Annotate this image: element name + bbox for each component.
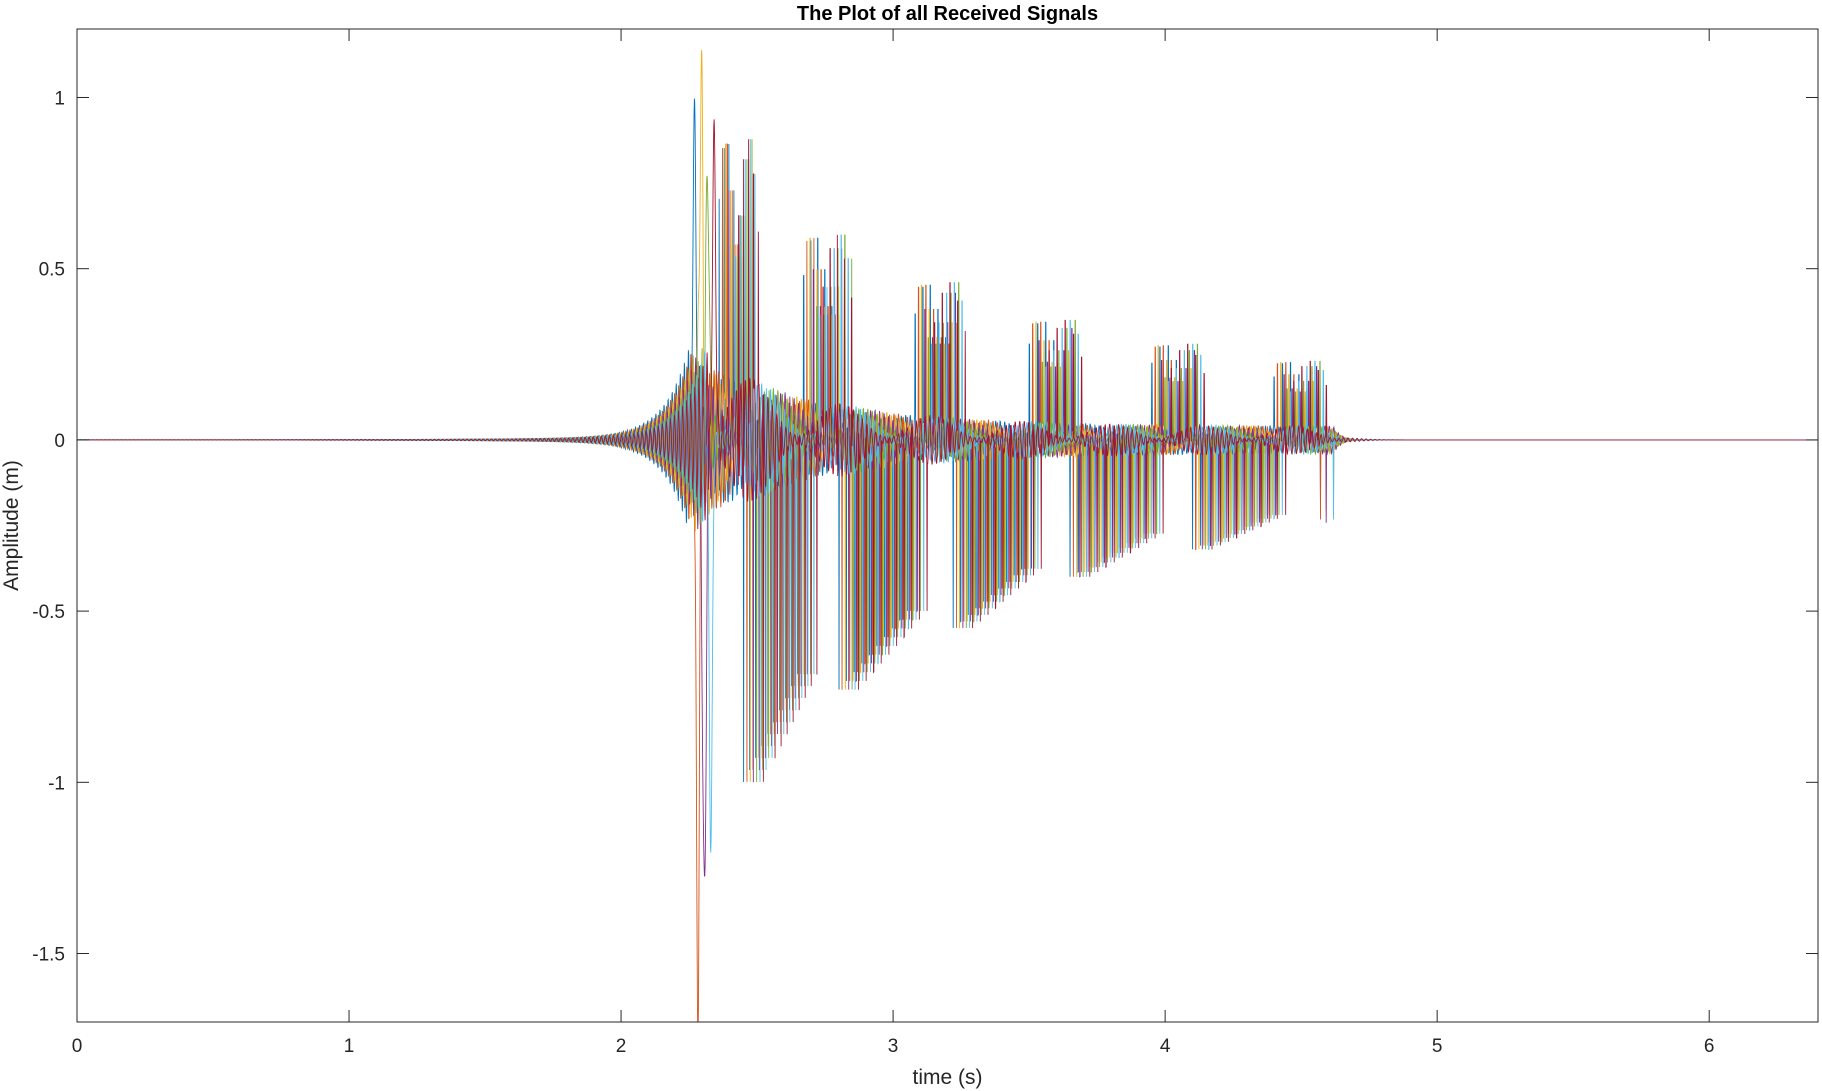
y-tick-label: 0.5 xyxy=(39,260,65,281)
x-tick-label: 5 xyxy=(1432,1036,1443,1057)
x-axis: 0 1 2 3 4 5 6 xyxy=(72,29,1715,1057)
x-tick-label: 4 xyxy=(1160,1036,1171,1057)
y-tick-label: -1 xyxy=(48,773,65,794)
x-tick-label: 2 xyxy=(616,1036,627,1057)
y-tick-label: -0.5 xyxy=(32,602,65,623)
axes-box xyxy=(76,28,1819,1023)
signal-series-7 xyxy=(77,119,1818,782)
chart-title: The Plot of all Received Signals xyxy=(797,3,1098,25)
x-axis-label: time (s) xyxy=(913,1066,983,1089)
plot-area xyxy=(76,28,1819,1023)
x-tick-label: 6 xyxy=(1704,1036,1715,1057)
x-tick-label: 1 xyxy=(344,1036,355,1057)
y-tick-label: 1 xyxy=(54,88,65,109)
x-tick-label: 0 xyxy=(72,1036,83,1057)
y-axis-label: Amplitude (m) xyxy=(0,460,23,591)
y-tick-label: -1.5 xyxy=(32,945,65,966)
x-tick-label: 3 xyxy=(888,1036,899,1057)
y-tick-label: 0 xyxy=(54,431,65,452)
y-axis: -1.5 -1 -0.5 0 0.5 1 xyxy=(32,88,1818,966)
